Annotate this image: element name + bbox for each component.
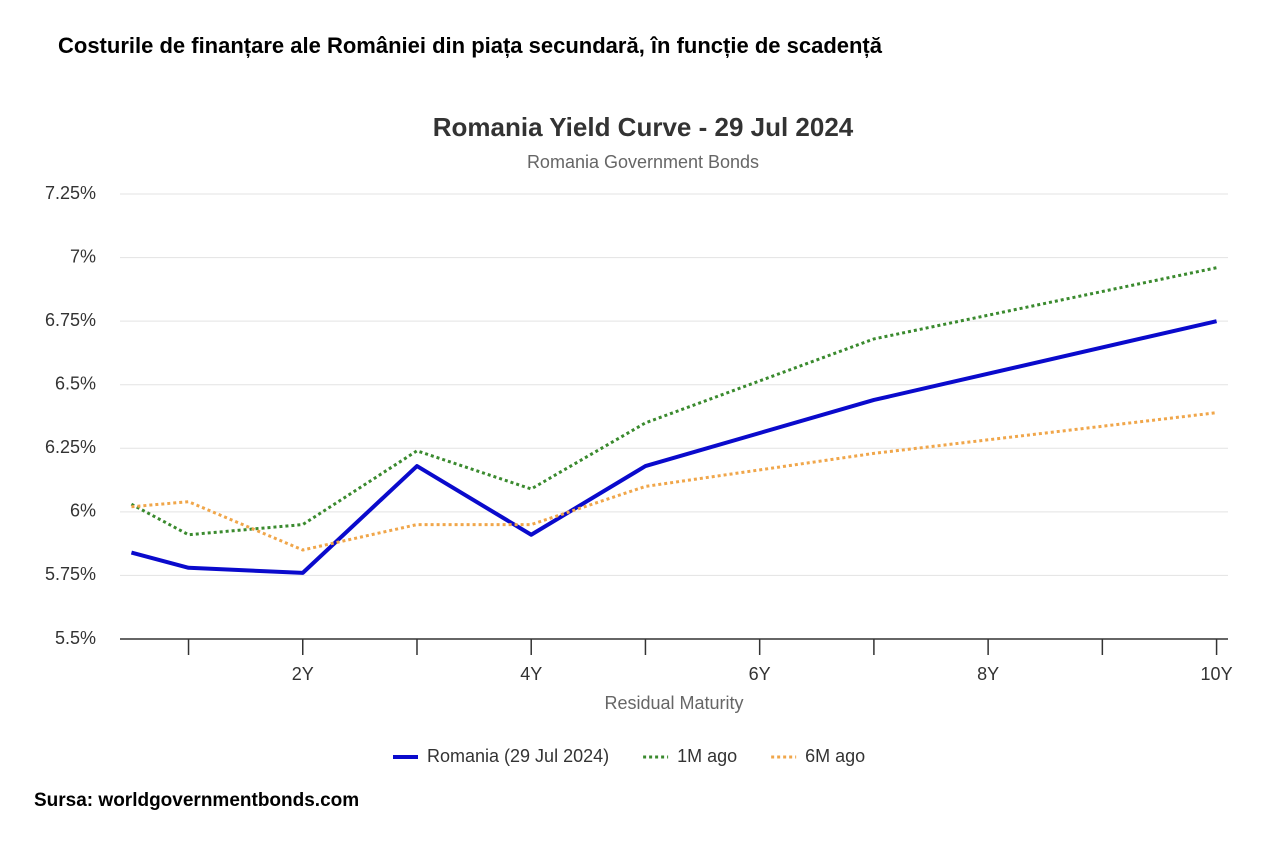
y-tick-label: 7.25% [45, 183, 96, 203]
y-tick-label: 5.75% [45, 564, 96, 584]
series-line [131, 411, 1217, 552]
y-tick-label: 5.5% [55, 628, 96, 648]
y-tick-label: 6.75% [45, 310, 96, 330]
page-title: Costurile de finanțare ale României din … [58, 33, 883, 58]
legend-label: 1M ago [677, 746, 737, 766]
y-tick-label: 7% [70, 246, 96, 266]
legend-label: Romania (29 Jul 2024) [427, 746, 609, 766]
chart-subtitle: Romania Government Bonds [527, 152, 759, 172]
x-tick-label: 8Y [977, 664, 999, 684]
legend-label: 6M ago [805, 746, 865, 766]
x-tick-label: 4Y [520, 664, 542, 684]
x-axis-title: Residual Maturity [604, 693, 743, 713]
x-tick-label: 2Y [292, 664, 314, 684]
x-tick-label: 10Y [1201, 664, 1233, 684]
y-tick-label: 6.25% [45, 437, 96, 457]
chart-title: Romania Yield Curve - 29 Jul 2024 [433, 112, 854, 142]
y-tick-label: 6% [70, 501, 96, 521]
x-tick-label: 6Y [749, 664, 771, 684]
series-line [130, 266, 1217, 537]
series-line [130, 319, 1218, 575]
source: Sursa: worldgovernmentbonds.com [34, 790, 359, 811]
y-tick-label: 6.5% [55, 373, 96, 393]
